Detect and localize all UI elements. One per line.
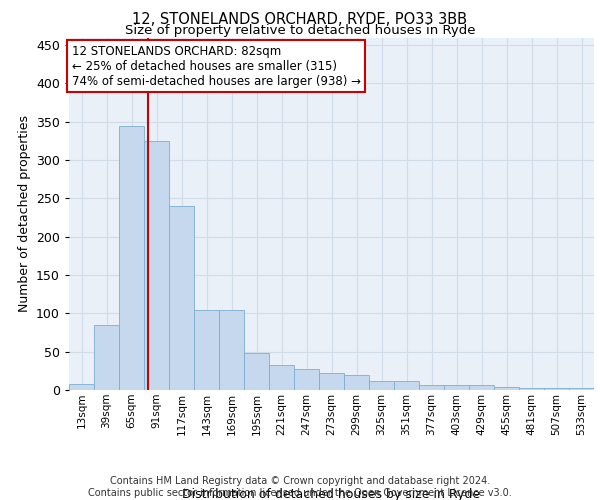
X-axis label: Distribution of detached houses by size in Ryde: Distribution of detached houses by size …	[182, 488, 481, 500]
Bar	[569, 388, 594, 390]
Text: 12 STONELANDS ORCHARD: 82sqm
← 25% of detached houses are smaller (315)
74% of s: 12 STONELANDS ORCHARD: 82sqm ← 25% of de…	[71, 44, 361, 88]
Bar	[244, 353, 269, 390]
Bar	[344, 374, 369, 390]
Bar	[319, 373, 344, 390]
Bar	[169, 206, 194, 390]
Bar	[94, 325, 119, 390]
Bar	[194, 310, 219, 390]
Bar	[144, 141, 169, 390]
Bar	[119, 126, 144, 390]
Bar	[444, 386, 469, 390]
Bar	[219, 310, 244, 390]
Bar	[494, 387, 519, 390]
Bar	[394, 381, 419, 390]
Bar	[69, 384, 94, 390]
Bar	[269, 366, 294, 390]
Bar	[519, 388, 544, 390]
Text: Contains HM Land Registry data © Crown copyright and database right 2024.
Contai: Contains HM Land Registry data © Crown c…	[88, 476, 512, 498]
Bar	[544, 388, 569, 390]
Text: 12, STONELANDS ORCHARD, RYDE, PO33 3BB: 12, STONELANDS ORCHARD, RYDE, PO33 3BB	[133, 12, 467, 28]
Bar	[419, 386, 444, 390]
Text: Size of property relative to detached houses in Ryde: Size of property relative to detached ho…	[125, 24, 475, 37]
Y-axis label: Number of detached properties: Number of detached properties	[17, 116, 31, 312]
Bar	[469, 386, 494, 390]
Bar	[369, 381, 394, 390]
Bar	[294, 370, 319, 390]
